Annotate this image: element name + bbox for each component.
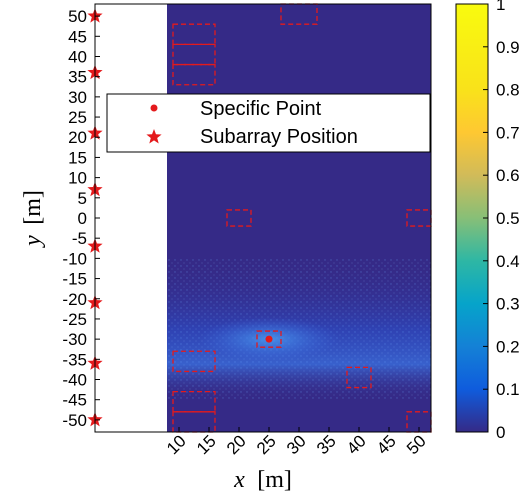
- colorbar-tick-label: 0.8: [496, 81, 520, 100]
- svg-text:x [m]: x [m]: [233, 467, 292, 493]
- y-tick-label: 35: [68, 68, 87, 87]
- colorbar-tick-label: 0.2: [496, 337, 520, 356]
- colorbar-tick-label: 0.6: [496, 166, 520, 185]
- y-tick-label: 40: [68, 47, 87, 66]
- y-tick-label: 15: [68, 148, 87, 167]
- y-tick-label: -45: [62, 391, 87, 410]
- y-tick-label: 30: [68, 88, 87, 107]
- dashed-region: [226, 209, 252, 227]
- legend-entry-specific-point: Specific Point: [200, 98, 322, 120]
- x-tick-label: 50: [403, 431, 430, 458]
- colorbar-tick-label: 0.9: [496, 38, 520, 57]
- y-axis-var: y: [20, 235, 46, 248]
- colorbar-tick-label: 0.1: [496, 380, 520, 399]
- y-tick-label: 25: [68, 108, 87, 127]
- dashed-region: [172, 63, 216, 86]
- y-tick-label: -10: [62, 249, 87, 268]
- specific-point: [265, 335, 273, 343]
- y-tick-label: 10: [68, 169, 87, 188]
- x-tick-label: 35: [313, 431, 340, 458]
- y-tick-label: 0: [78, 209, 87, 228]
- x-axis-title: x [m]: [233, 467, 292, 493]
- y-tick-label: 50: [68, 7, 87, 26]
- legend-entry-subarray-position: Subarray Position: [200, 126, 358, 148]
- y-tick-label: 5: [78, 189, 87, 208]
- y-axis-unit: [m]: [20, 190, 46, 225]
- y-tick-label: -5: [72, 229, 87, 248]
- colorbar-tick-label: 0.7: [496, 123, 520, 142]
- colorbar: [455, 3, 489, 433]
- x-axis-unit: [m]: [257, 467, 292, 493]
- y-tick-label: 45: [68, 27, 87, 46]
- y-tick-label: -30: [62, 330, 87, 349]
- legend-star: [146, 129, 162, 144]
- y-tick-label: -50: [62, 411, 87, 430]
- svg-text:y [m]: y [m]: [20, 190, 46, 248]
- x-tick-label: 25: [253, 431, 280, 458]
- legend-star-icon: [146, 129, 162, 144]
- legend-box: [106, 93, 431, 153]
- x-tick-label: 10: [163, 431, 190, 458]
- y-tick-label: -40: [62, 371, 87, 390]
- x-tick-label: 30: [283, 431, 310, 458]
- x-tick-label: 20: [223, 431, 250, 458]
- specific-point-markers: [265, 335, 273, 343]
- legend: Specific Point Subarray Position: [106, 93, 431, 153]
- y-tick-label: -15: [62, 270, 87, 289]
- colorbar-tick-label: 0.5: [496, 209, 520, 228]
- colorbar-tick-label: 0.3: [496, 295, 520, 314]
- colorbar-tick-label: 0: [496, 423, 505, 442]
- colorbar-tick-label: 0.4: [496, 252, 520, 271]
- dashed-region: [172, 350, 216, 373]
- y-tick-label: -20: [62, 290, 87, 309]
- colorbar-ticks: 0 0.1 0.2 0.3 0.4 0.5 0.6 0.7 0.8 0.9 1: [483, 0, 520, 442]
- y-axis-ticks: 50454035302520151050-5-10-15-20-25-30-35…: [62, 7, 100, 430]
- dashed-region: [346, 366, 372, 389]
- x-tick-label: 40: [343, 431, 370, 458]
- y-axis-title: y [m]: [20, 190, 46, 248]
- dashed-region: [256, 330, 282, 348]
- x-tick-label: 45: [373, 431, 400, 458]
- y-tick-label: 20: [68, 128, 87, 147]
- x-axis-var: x: [233, 467, 245, 493]
- x-tick-label: 15: [193, 431, 220, 458]
- colorbar-tick-label: 1: [496, 0, 505, 14]
- legend-dot: [150, 104, 158, 112]
- y-tick-label: -35: [62, 350, 87, 369]
- legend-dot-icon: [150, 104, 158, 112]
- y-tick-label: -25: [62, 310, 87, 329]
